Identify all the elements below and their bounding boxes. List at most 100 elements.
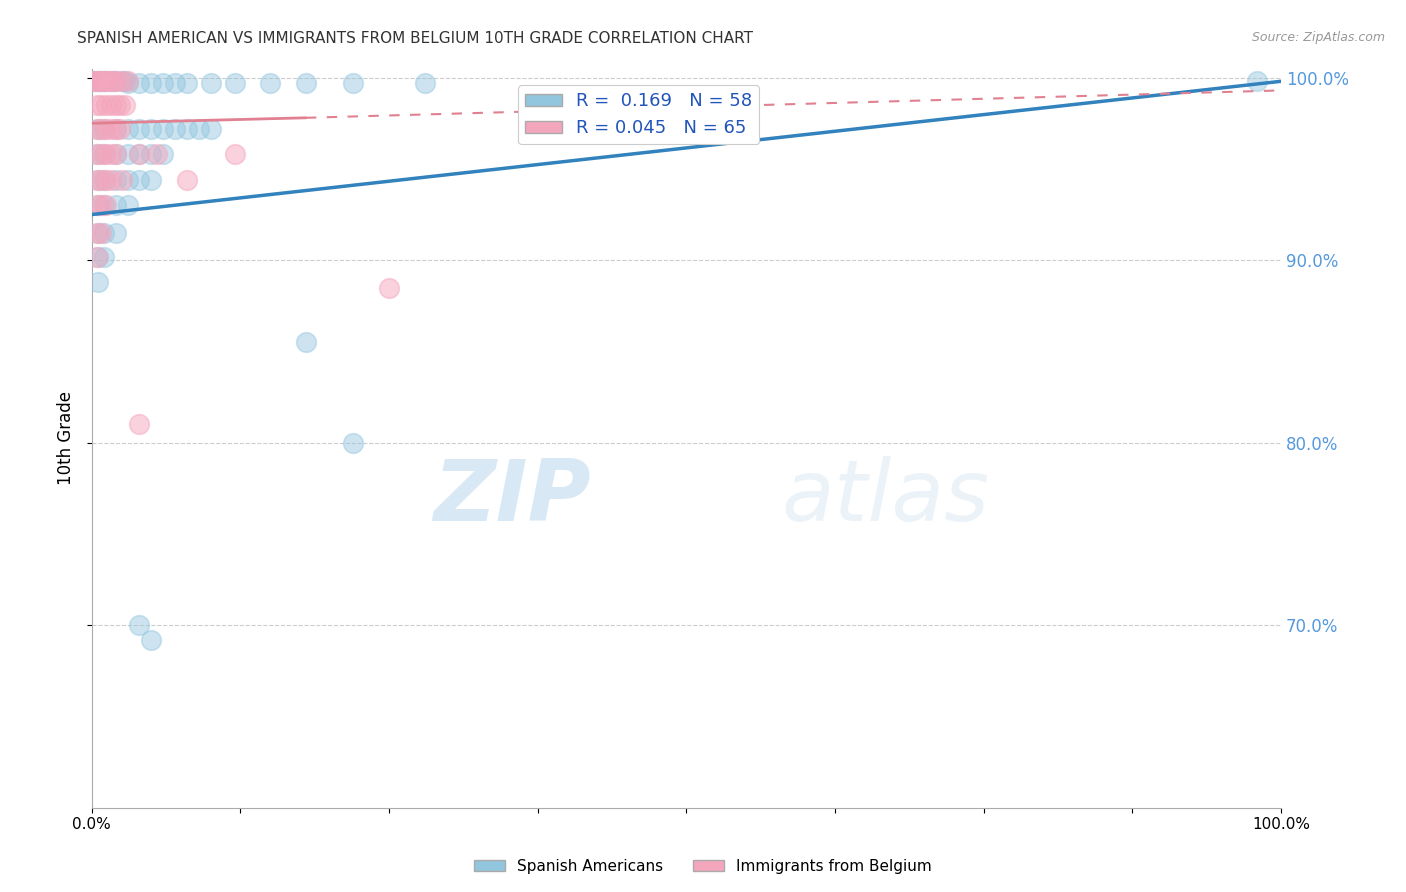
Point — [110, 98, 132, 112]
Point — [90, 98, 112, 112]
Point — [224, 147, 246, 161]
Point — [117, 121, 139, 136]
Point — [104, 198, 127, 212]
Point — [87, 74, 110, 88]
Text: ZIP: ZIP — [433, 456, 592, 539]
Point — [98, 74, 121, 88]
Point — [104, 74, 127, 88]
Y-axis label: 10th Grade: 10th Grade — [58, 391, 75, 485]
Point — [83, 74, 105, 88]
Point — [165, 121, 187, 136]
Point — [103, 74, 125, 88]
Point — [342, 435, 364, 450]
Text: Source: ZipAtlas.com: Source: ZipAtlas.com — [1251, 31, 1385, 45]
Point — [93, 74, 115, 88]
Point — [128, 173, 150, 187]
Point — [114, 98, 136, 112]
Point — [86, 147, 108, 161]
Point — [86, 173, 108, 187]
Point — [128, 618, 150, 632]
Point — [295, 76, 318, 90]
Point — [117, 147, 139, 161]
Point — [128, 76, 150, 90]
Point — [128, 121, 150, 136]
Point — [224, 76, 246, 90]
Point — [176, 121, 198, 136]
Point — [104, 173, 127, 187]
Point — [87, 250, 110, 264]
Point — [141, 173, 163, 187]
Text: atlas: atlas — [782, 456, 990, 539]
Point — [200, 76, 222, 90]
Point — [152, 76, 174, 90]
Legend: Spanish Americans, Immigrants from Belgium: Spanish Americans, Immigrants from Belgi… — [468, 853, 938, 880]
Point — [87, 198, 110, 212]
Point — [104, 226, 127, 240]
Point — [93, 226, 115, 240]
Point — [90, 147, 112, 161]
Point — [98, 74, 121, 88]
Point — [104, 147, 127, 161]
Point — [110, 121, 132, 136]
Point — [87, 226, 110, 240]
Point — [86, 226, 108, 240]
Point — [200, 121, 222, 136]
Point — [413, 76, 436, 90]
Point — [104, 121, 127, 136]
Point — [378, 280, 401, 294]
Point — [141, 76, 163, 90]
Point — [86, 98, 108, 112]
Point — [342, 76, 364, 90]
Point — [86, 74, 108, 88]
Point — [152, 121, 174, 136]
Point — [93, 198, 115, 212]
Point — [100, 147, 122, 161]
Point — [94, 173, 117, 187]
Point — [110, 173, 132, 187]
Point — [114, 74, 136, 88]
Point — [104, 147, 127, 161]
Point — [100, 121, 122, 136]
Point — [93, 74, 115, 88]
Point — [94, 74, 117, 88]
Point — [93, 250, 115, 264]
Point — [94, 74, 117, 88]
Point — [94, 98, 117, 112]
Point — [93, 121, 115, 136]
Point — [165, 76, 187, 90]
Point — [152, 147, 174, 161]
Point — [104, 74, 127, 88]
Point — [87, 173, 110, 187]
Point — [104, 98, 127, 112]
Point — [93, 147, 115, 161]
Point — [90, 198, 112, 212]
Point — [94, 147, 117, 161]
Point — [94, 198, 117, 212]
Point — [117, 74, 139, 88]
Point — [86, 250, 108, 264]
Point — [90, 226, 112, 240]
Point — [141, 121, 163, 136]
Point — [176, 173, 198, 187]
Legend: R =  0.169   N = 58, R = 0.045   N = 65: R = 0.169 N = 58, R = 0.045 N = 65 — [519, 85, 759, 145]
Point — [87, 275, 110, 289]
Point — [86, 74, 108, 88]
Point — [90, 74, 112, 88]
Point — [117, 173, 139, 187]
Point — [176, 76, 198, 90]
Point — [128, 147, 150, 161]
Point — [87, 74, 110, 88]
Point — [117, 76, 139, 90]
Text: SPANISH AMERICAN VS IMMIGRANTS FROM BELGIUM 10TH GRADE CORRELATION CHART: SPANISH AMERICAN VS IMMIGRANTS FROM BELG… — [77, 31, 754, 46]
Point — [110, 74, 132, 88]
Point — [146, 147, 169, 161]
Point — [90, 173, 112, 187]
Point — [93, 173, 115, 187]
Point — [86, 121, 108, 136]
Point — [259, 76, 281, 90]
Point — [104, 121, 127, 136]
Point — [128, 417, 150, 432]
Point — [86, 198, 108, 212]
Point — [110, 74, 132, 88]
Point — [86, 147, 108, 161]
